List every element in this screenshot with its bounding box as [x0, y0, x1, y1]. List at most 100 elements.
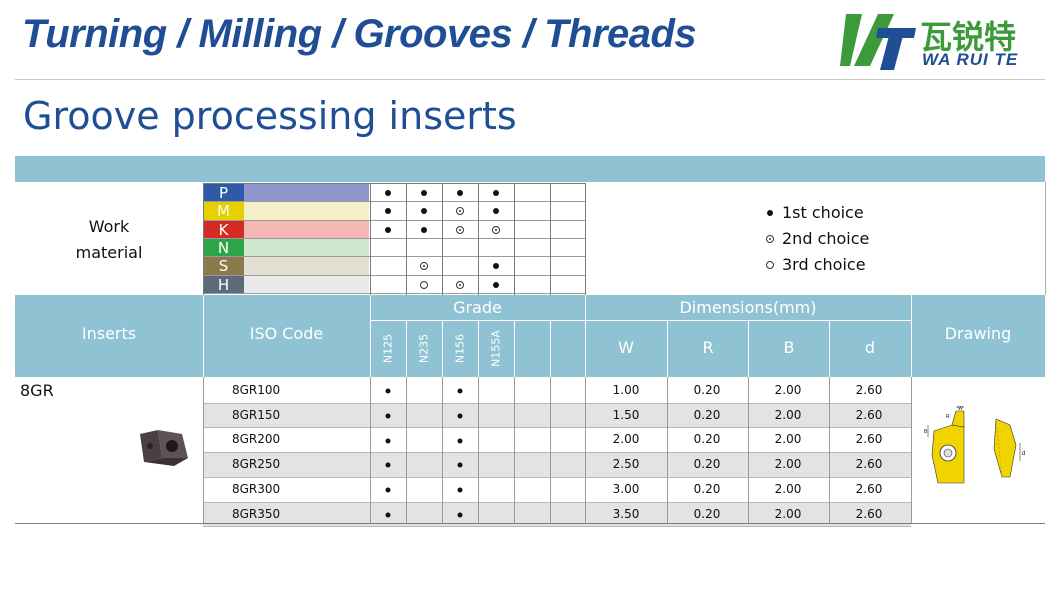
grid-line	[585, 377, 586, 524]
material-bar-n	[244, 238, 369, 257]
col-grade-header: Grade	[453, 298, 502, 317]
third-choice-icon	[420, 280, 428, 289]
grid-line	[478, 320, 479, 377]
grid-line	[1045, 182, 1046, 295]
grid-line	[748, 377, 749, 524]
first-choice-icon	[385, 226, 391, 233]
grid-line	[370, 295, 371, 377]
table-top-band	[15, 156, 1045, 182]
dimension-label-w: W	[618, 338, 634, 357]
dimension-r-value: 0.20	[693, 506, 721, 521]
material-bar-k	[244, 220, 369, 239]
first-choice-icon	[493, 190, 499, 197]
dimension-b-value: 2.00	[774, 457, 802, 472]
second-choice-icon	[456, 280, 464, 289]
grade-available-icon	[457, 462, 463, 468]
grid-line	[514, 183, 515, 295]
dimension-label-b: B	[783, 338, 795, 357]
grid-line	[203, 292, 585, 294]
dimension-r-value: 0.20	[693, 457, 721, 472]
dimension-r-value: 0.20	[693, 481, 721, 496]
drawing-b-label: B	[924, 429, 928, 435]
grade-label: N156	[453, 333, 467, 364]
iso-code: 8GR200	[232, 432, 281, 447]
legend-first: 1st choice	[782, 203, 864, 222]
grid-line	[203, 219, 585, 221]
iso-code: 8GR300	[232, 481, 281, 496]
first-choice-icon	[457, 190, 463, 197]
grid-line	[203, 452, 911, 454]
grade-available-icon	[385, 462, 391, 468]
grid-line	[748, 320, 749, 377]
grid-line	[550, 320, 551, 377]
dimension-d-value: 2.60	[855, 481, 883, 496]
grid-line	[370, 377, 371, 524]
dimension-d-value: 2.60	[855, 506, 883, 521]
insert-photo-icon	[140, 430, 188, 466]
grid-line	[667, 377, 668, 524]
grid-line	[203, 427, 911, 429]
grade-available-icon	[385, 388, 391, 394]
grid-line	[550, 377, 551, 524]
grid-line	[203, 501, 911, 503]
grade-label: N125	[381, 333, 395, 364]
iso-code: 8GR250	[232, 457, 281, 472]
grid-line	[442, 320, 443, 377]
work-material-label: Work material	[15, 214, 203, 266]
first-choice-icon	[421, 208, 427, 215]
material-bar-s	[244, 257, 369, 276]
dimension-b-value: 2.00	[774, 383, 802, 397]
dimension-d-value: 2.60	[855, 407, 883, 422]
grid-line	[203, 526, 911, 528]
first-choice-icon	[421, 226, 427, 233]
grade-available-icon	[457, 487, 463, 493]
dimension-w-value: 2.50	[612, 457, 640, 472]
col-iso-header: ISO Code	[249, 324, 324, 343]
iso-code: 8GR100	[232, 383, 281, 397]
dimension-r-value: 0.20	[693, 432, 721, 447]
dimension-b-value: 2.00	[774, 407, 802, 422]
grade-available-icon	[457, 413, 463, 419]
material-letter-k: K	[203, 220, 244, 239]
dimension-d-value: 2.60	[855, 457, 883, 472]
grade-label: N155A	[489, 330, 503, 367]
grid-line	[203, 295, 204, 377]
grid-line	[829, 320, 830, 377]
first-choice-icon	[421, 190, 427, 197]
grade-available-icon	[385, 487, 391, 493]
grid-line	[406, 320, 407, 377]
second-choice-icon	[456, 225, 464, 234]
iso-code: 8GR150	[232, 407, 281, 422]
grid-line	[442, 183, 443, 295]
page-title: Groove processing inserts	[23, 94, 517, 138]
grid-line	[667, 320, 668, 377]
material-letter-s: S	[203, 257, 244, 276]
dimension-b-value: 2.00	[774, 506, 802, 521]
header-title: Turning / Milling / Grooves / Threads	[22, 12, 697, 56]
header-divider	[15, 79, 1045, 80]
material-letter-n: N	[203, 238, 244, 257]
material-letter-h: H	[203, 275, 244, 294]
grid-line	[406, 183, 407, 295]
grid-line	[585, 183, 586, 295]
grid-line	[203, 201, 585, 203]
grid-line	[442, 377, 443, 524]
grid-line	[370, 183, 371, 295]
grid-line	[478, 377, 479, 524]
work-material-label-line1: Work	[88, 217, 130, 236]
dimension-r-value: 0.20	[693, 383, 721, 397]
grid-line	[203, 402, 911, 404]
dimension-label-r: R	[702, 338, 714, 357]
logo-mark-icon	[840, 14, 916, 70]
dimension-d-value: 2.60	[855, 432, 883, 447]
logo-english-text: WA RUI TE	[922, 50, 1019, 69]
third-choice-icon	[766, 261, 774, 269]
grid-line	[203, 237, 585, 239]
second-choice-icon	[492, 225, 500, 234]
grid-line	[478, 183, 479, 295]
material-bar-h	[244, 275, 369, 294]
dimension-b-value: 2.00	[774, 481, 802, 496]
first-choice-icon	[385, 190, 391, 197]
table-row	[203, 501, 911, 527]
grid-line	[203, 476, 911, 478]
